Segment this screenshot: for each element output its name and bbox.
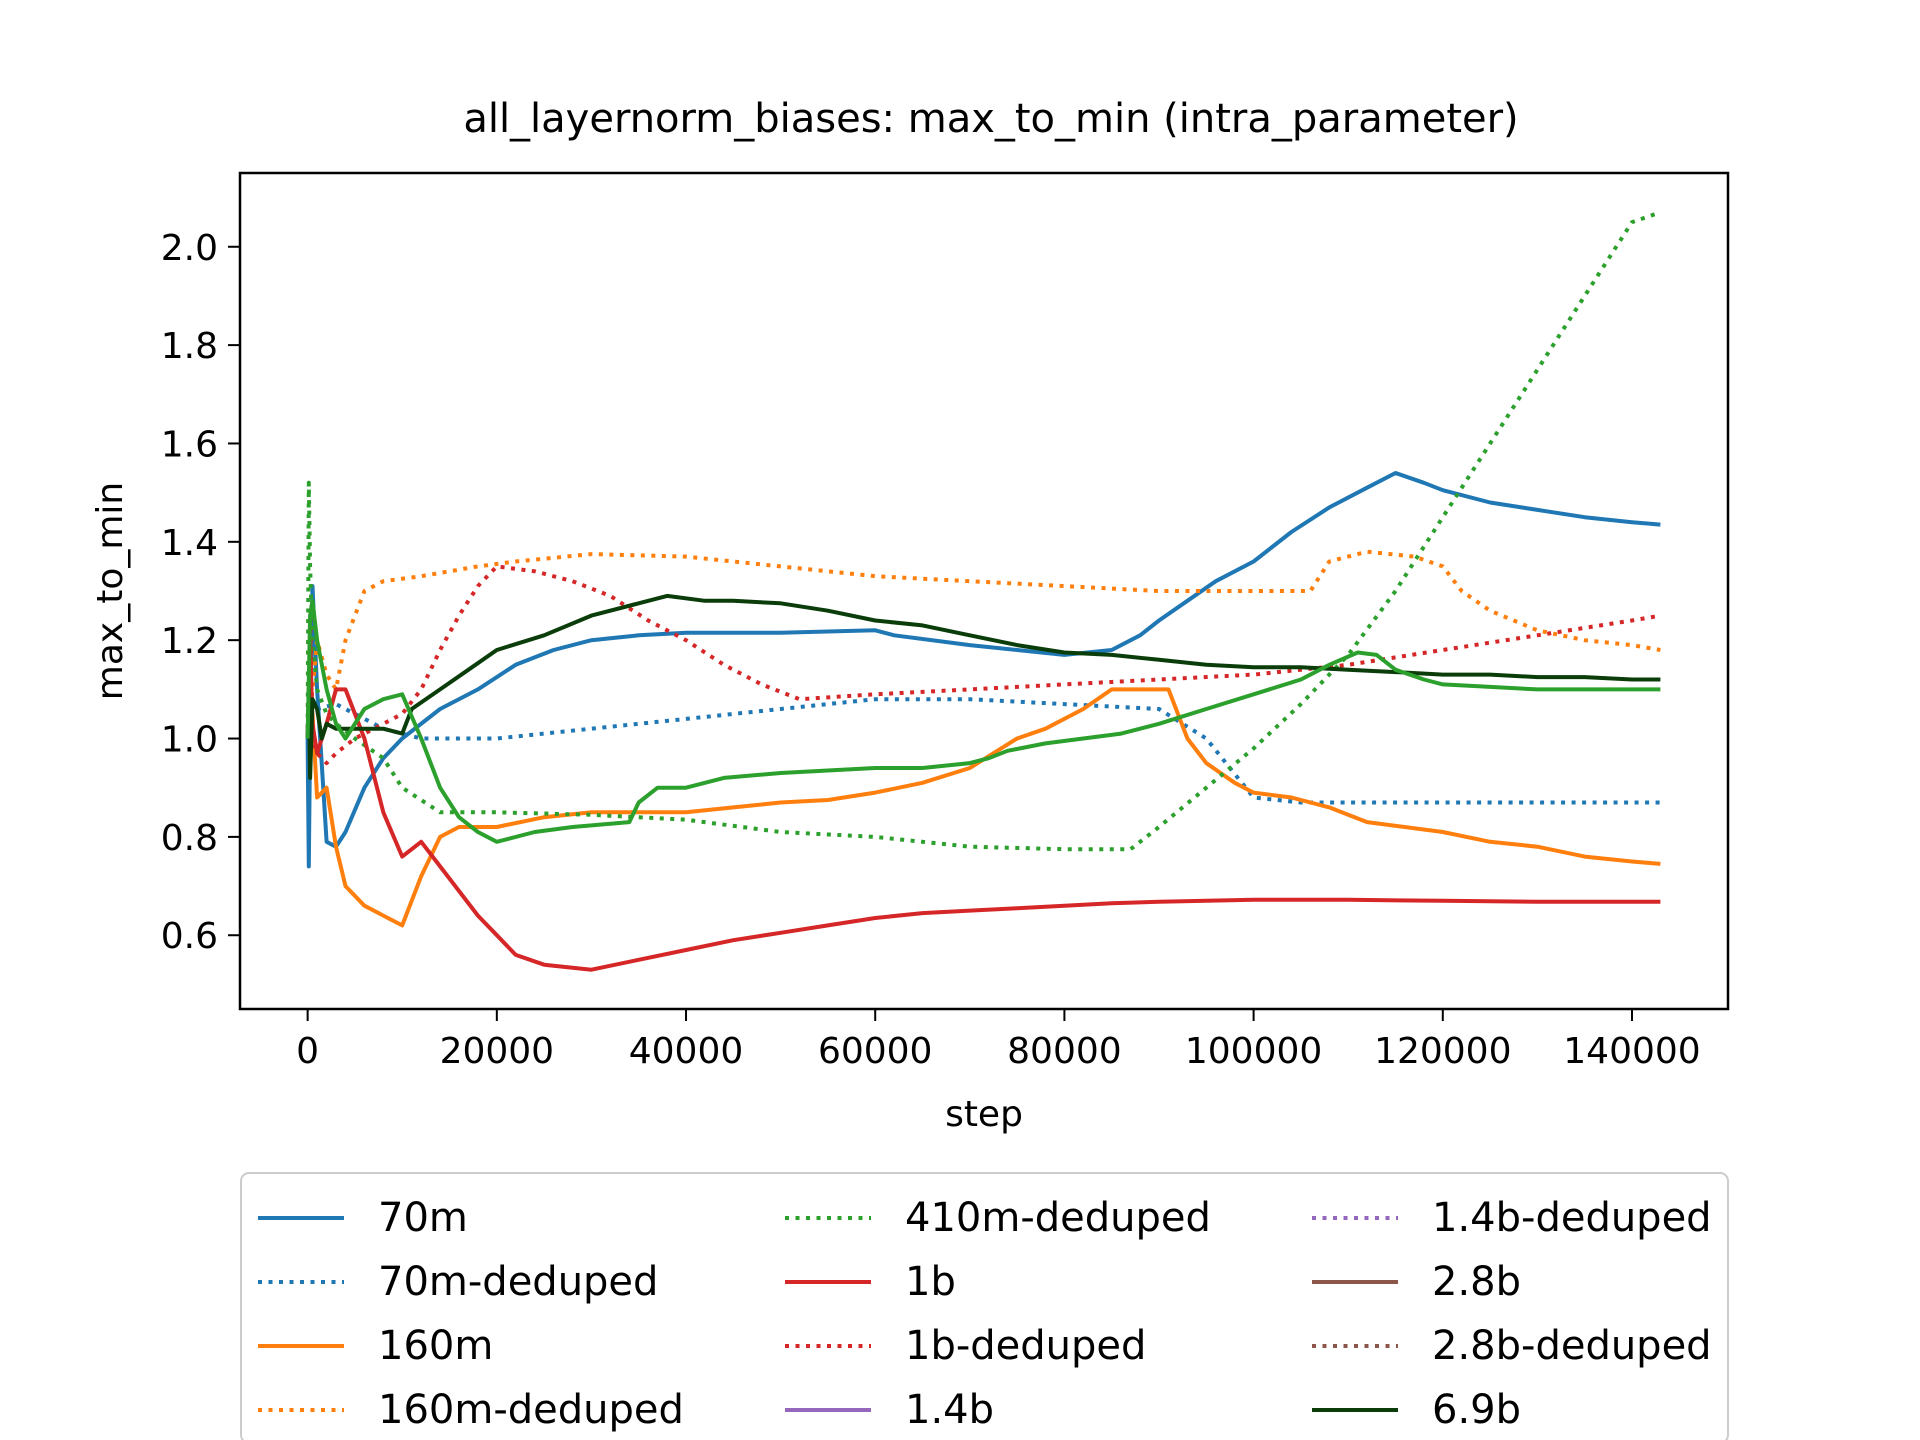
series-line-160m [305,687,1661,928]
x-axis-label: step [945,1094,1023,1135]
legend-label-2-8b: 2.8b [1432,1259,1521,1305]
plot-area [238,171,1730,1011]
legend-label-1b-deduped: 1b-deduped [905,1323,1146,1369]
series-line-1b-deduped [305,564,1661,766]
legend-label-160m-deduped: 160m-deduped [378,1387,684,1433]
series-line-410m-deduped [305,210,1662,852]
chart-title: all_layernorm_biases: max_to_min (intra_… [463,96,1518,142]
y-axis: 0.6 0.8 1.0 1.2 1.4 1.6 1.8 2.0 [161,228,240,957]
x-tick-label: 100000 [1185,1031,1322,1072]
legend-label-1-4b: 1.4b [905,1387,994,1433]
legend-label-410m-deduped: 410m-deduped [905,1195,1211,1241]
legend-label-1-4b-deduped: 1.4b-deduped [1432,1195,1712,1241]
x-tick-label: 20000 [440,1031,555,1072]
series-line-410m [305,598,1661,844]
series-line-70m [305,471,1661,869]
legend-label-160m: 160m [378,1323,493,1369]
y-tick-label: 1.0 [161,720,218,761]
x-tick-label: 120000 [1374,1031,1511,1072]
x-tick-label: 80000 [1007,1031,1122,1072]
y-tick-label: 1.2 [161,621,218,662]
legend: 70m 70m-deduped 160m 160m-deduped 410m-dedup… [240,1172,1729,1440]
y-tick-label: 1.8 [161,326,218,367]
x-tick-label: 0 [296,1031,319,1072]
series-layer [305,210,1662,972]
x-tick-label: 140000 [1563,1031,1700,1072]
x-axis: 0 20000 40000 60000 80000 100000 120000 140000 [296,1009,1701,1072]
y-tick-label: 0.6 [161,916,218,957]
series-line-6-9b [305,593,1661,780]
x-tick-label: 40000 [629,1031,744,1072]
legend-frame [240,1172,1729,1440]
y-tick-label: 1.4 [161,523,218,564]
series-line-70m-deduped [305,697,1661,805]
legend-label-6-9b: 6.9b [1432,1387,1521,1433]
y-tick-label: 2.0 [161,228,218,269]
y-axis-label: max_to_min [90,482,131,700]
y-tick-label: 0.8 [161,818,218,859]
legend-label-2-8b-deduped: 2.8b-deduped [1432,1323,1712,1369]
x-tick-label: 60000 [818,1031,933,1072]
legend-label-70m-deduped: 70m-deduped [378,1259,658,1305]
legend-label-70m: 70m [378,1195,468,1241]
y-tick-label: 1.6 [161,424,218,465]
legend-label-1b: 1b [905,1259,956,1305]
series-line-1b [305,638,1661,972]
